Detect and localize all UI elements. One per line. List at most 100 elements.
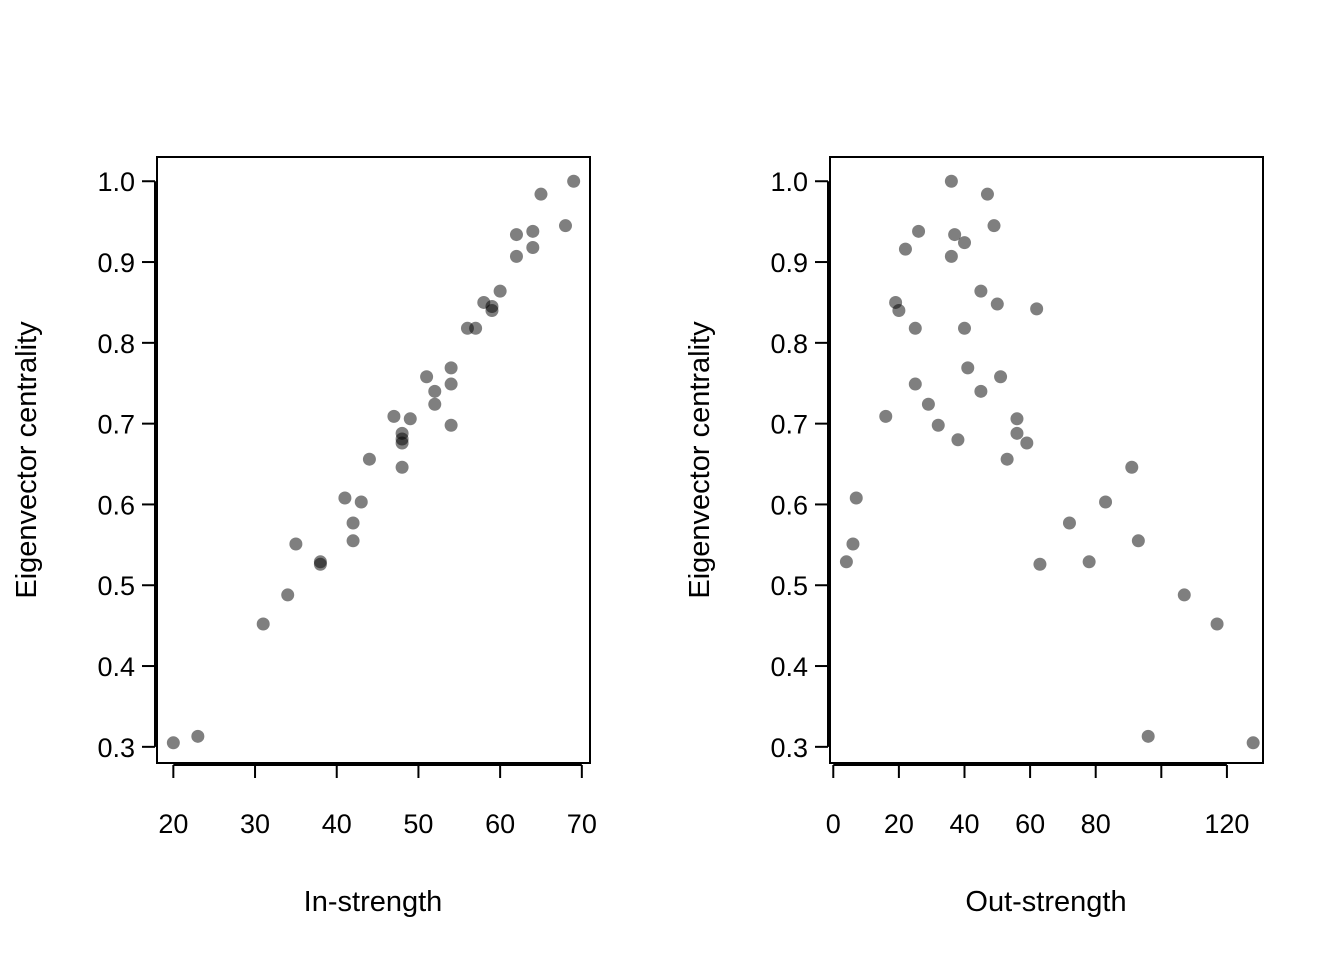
data-point bbox=[1033, 557, 1047, 571]
data-point bbox=[1099, 495, 1113, 509]
data-point bbox=[256, 617, 270, 631]
y-tick-label: 0.6 bbox=[97, 490, 135, 520]
y-tick-label: 1.0 bbox=[97, 167, 135, 197]
y-tick-label: 0.4 bbox=[97, 652, 135, 682]
x-tick-label: 40 bbox=[322, 809, 352, 839]
data-point bbox=[362, 452, 376, 466]
data-point bbox=[281, 588, 295, 602]
data-point bbox=[846, 537, 860, 551]
data-point bbox=[428, 384, 442, 398]
data-point bbox=[346, 516, 360, 530]
data-point bbox=[951, 433, 965, 447]
data-point bbox=[338, 491, 352, 505]
plot-frame bbox=[829, 156, 1264, 764]
data-point bbox=[1082, 555, 1096, 569]
data-points bbox=[166, 174, 581, 750]
data-point bbox=[444, 418, 458, 432]
data-point bbox=[921, 397, 935, 411]
data-point bbox=[395, 460, 409, 474]
y-axis-title: Eigenvector centrality bbox=[684, 321, 716, 599]
data-point bbox=[354, 495, 368, 509]
panel-out-strength: 0.3 0.4 0.5 0.6 0.7 0.8 0.9 1.0 0 20 40 60 80 120 Ou… bbox=[684, 156, 1264, 918]
data-point bbox=[558, 219, 572, 233]
x-tick-label: 120 bbox=[1204, 809, 1249, 839]
data-point bbox=[420, 370, 434, 384]
data-point bbox=[931, 418, 945, 432]
y-tick-label: 0.5 bbox=[97, 571, 135, 601]
data-point bbox=[908, 321, 922, 335]
plot-frame bbox=[156, 156, 591, 764]
data-point bbox=[957, 321, 971, 335]
data-point bbox=[526, 240, 540, 254]
y-tick-label: 0.3 bbox=[770, 733, 808, 763]
data-point bbox=[428, 397, 442, 411]
data-point bbox=[1210, 617, 1224, 631]
y-tick-label: 0.9 bbox=[97, 248, 135, 278]
data-point bbox=[908, 377, 922, 391]
x-tick-label: 20 bbox=[158, 809, 188, 839]
x-tick-label: 20 bbox=[884, 809, 914, 839]
x-axis: 0 20 40 60 80 120 bbox=[826, 764, 1249, 839]
data-point bbox=[509, 249, 523, 263]
data-point bbox=[395, 426, 409, 440]
x-tick-label: 0 bbox=[826, 809, 841, 839]
data-point bbox=[898, 242, 912, 256]
y-tick-label: 0.8 bbox=[770, 329, 808, 359]
data-point bbox=[994, 370, 1008, 384]
data-point bbox=[879, 409, 893, 423]
data-point bbox=[974, 284, 988, 298]
data-point bbox=[1020, 436, 1034, 450]
data-point bbox=[1010, 426, 1024, 440]
y-tick-label: 0.6 bbox=[770, 490, 808, 520]
data-point bbox=[444, 361, 458, 375]
y-tick-label: 0.8 bbox=[97, 329, 135, 359]
data-point bbox=[289, 537, 303, 551]
data-point bbox=[974, 384, 988, 398]
data-point bbox=[892, 304, 906, 318]
x-axis-title: Out-strength bbox=[965, 886, 1126, 918]
data-point bbox=[1141, 729, 1155, 743]
data-point bbox=[839, 555, 853, 569]
y-tick-label: 0.3 bbox=[97, 733, 135, 763]
data-point bbox=[849, 491, 863, 505]
data-point bbox=[961, 361, 975, 375]
x-axis-title: In-strength bbox=[304, 886, 443, 918]
data-point bbox=[191, 729, 205, 743]
x-axis: 20 30 40 50 60 70 bbox=[158, 764, 597, 839]
data-point bbox=[980, 187, 994, 201]
panel-in-strength: 0.3 0.4 0.5 0.6 0.7 0.8 0.9 1.0 20 30 40 50 60 70 In… bbox=[11, 156, 597, 918]
data-point bbox=[1246, 736, 1260, 750]
data-point bbox=[948, 228, 962, 242]
data-point bbox=[526, 224, 540, 238]
data-point bbox=[990, 297, 1004, 311]
data-point bbox=[1125, 460, 1139, 474]
x-tick-label: 70 bbox=[567, 809, 597, 839]
data-point bbox=[493, 284, 507, 298]
x-tick-label: 60 bbox=[1015, 809, 1045, 839]
x-tick-label: 50 bbox=[403, 809, 433, 839]
data-point bbox=[1062, 516, 1076, 530]
x-tick-label: 40 bbox=[949, 809, 979, 839]
y-tick-label: 0.7 bbox=[770, 410, 808, 440]
data-point bbox=[1000, 452, 1014, 466]
data-point bbox=[469, 321, 483, 335]
y-axis: 0.3 0.4 0.5 0.6 0.7 0.8 0.9 1.0 bbox=[97, 167, 156, 763]
y-axis-title: Eigenvector centrality bbox=[11, 321, 43, 599]
data-point bbox=[346, 534, 360, 548]
data-point bbox=[485, 299, 499, 313]
data-point bbox=[912, 224, 926, 238]
data-point bbox=[1177, 588, 1191, 602]
x-tick-label: 80 bbox=[1081, 809, 1111, 839]
data-point bbox=[944, 174, 958, 188]
y-tick-label: 0.7 bbox=[97, 410, 135, 440]
y-axis: 0.3 0.4 0.5 0.6 0.7 0.8 0.9 1.0 bbox=[770, 167, 829, 763]
y-tick-label: 1.0 bbox=[770, 167, 808, 197]
data-point bbox=[387, 409, 401, 423]
data-point bbox=[944, 249, 958, 263]
data-point bbox=[509, 228, 523, 242]
data-point bbox=[444, 377, 458, 391]
y-tick-label: 0.4 bbox=[770, 652, 808, 682]
data-point bbox=[957, 236, 971, 250]
